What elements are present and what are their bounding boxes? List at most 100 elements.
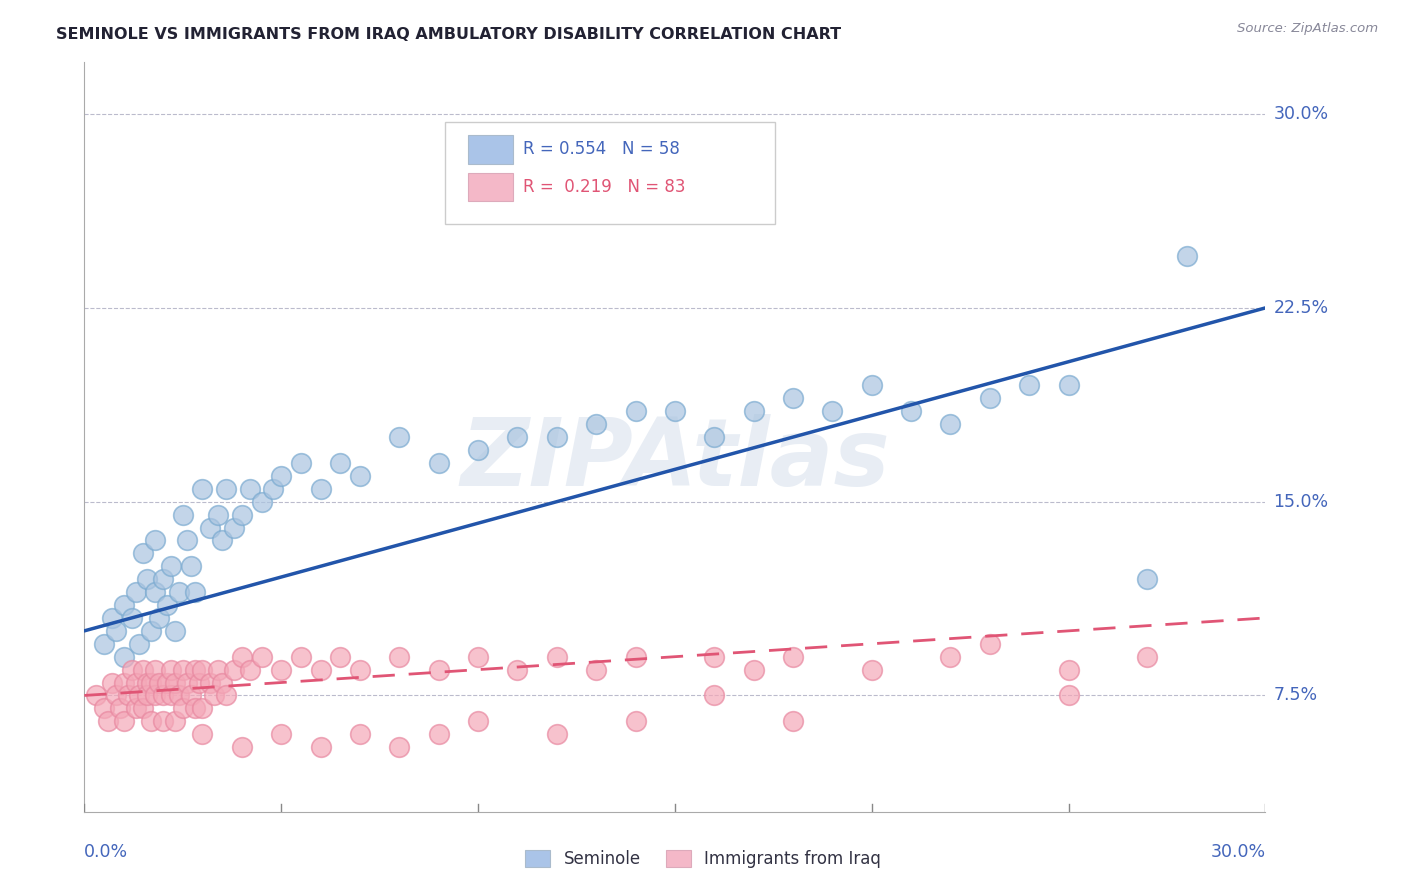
Point bbox=[546, 649, 568, 664]
Point bbox=[290, 456, 312, 470]
Point bbox=[191, 663, 214, 677]
Point bbox=[124, 585, 146, 599]
Text: 30.0%: 30.0% bbox=[1211, 843, 1265, 861]
Point bbox=[160, 559, 183, 574]
Point bbox=[979, 637, 1001, 651]
Point bbox=[172, 701, 194, 715]
Point bbox=[1057, 378, 1080, 392]
Point bbox=[585, 663, 607, 677]
Point bbox=[239, 482, 262, 496]
Point bbox=[93, 701, 115, 715]
Point bbox=[202, 689, 225, 703]
Point bbox=[207, 663, 229, 677]
Point bbox=[270, 727, 292, 741]
Point bbox=[742, 404, 765, 418]
Point bbox=[222, 663, 245, 677]
Point bbox=[782, 714, 804, 729]
Point bbox=[624, 404, 647, 418]
Point bbox=[388, 740, 411, 755]
Point bbox=[163, 624, 186, 638]
Point bbox=[239, 663, 262, 677]
Point bbox=[1057, 689, 1080, 703]
Point bbox=[152, 714, 174, 729]
Point bbox=[703, 689, 725, 703]
Point bbox=[1057, 663, 1080, 677]
Point bbox=[388, 649, 411, 664]
Point bbox=[112, 714, 135, 729]
Point bbox=[207, 508, 229, 522]
Point bbox=[148, 675, 170, 690]
Point bbox=[250, 649, 273, 664]
Point bbox=[132, 546, 155, 560]
Point bbox=[215, 482, 238, 496]
Point bbox=[939, 649, 962, 664]
Point bbox=[128, 689, 150, 703]
Point bbox=[156, 598, 179, 612]
Point bbox=[250, 494, 273, 508]
Point bbox=[141, 714, 163, 729]
Point bbox=[132, 701, 155, 715]
Point bbox=[183, 701, 205, 715]
Point bbox=[148, 611, 170, 625]
Point bbox=[388, 430, 411, 444]
Point bbox=[309, 663, 332, 677]
Text: 15.0%: 15.0% bbox=[1274, 492, 1329, 511]
Point bbox=[900, 404, 922, 418]
Point bbox=[93, 637, 115, 651]
Point bbox=[176, 533, 198, 548]
Point bbox=[160, 689, 183, 703]
Point bbox=[860, 378, 883, 392]
Point bbox=[136, 675, 159, 690]
Point bbox=[180, 689, 202, 703]
Point bbox=[467, 714, 489, 729]
Point bbox=[215, 689, 238, 703]
Point bbox=[167, 689, 190, 703]
Point bbox=[191, 701, 214, 715]
Point bbox=[309, 482, 332, 496]
Point bbox=[132, 663, 155, 677]
Point bbox=[172, 663, 194, 677]
Point bbox=[200, 675, 222, 690]
Point bbox=[160, 663, 183, 677]
Point bbox=[156, 675, 179, 690]
Point bbox=[167, 585, 190, 599]
Point bbox=[782, 392, 804, 406]
Point bbox=[939, 417, 962, 432]
Point bbox=[136, 572, 159, 586]
Point bbox=[112, 598, 135, 612]
Point bbox=[546, 430, 568, 444]
Point bbox=[309, 740, 332, 755]
Point bbox=[101, 675, 124, 690]
Point bbox=[506, 430, 529, 444]
Text: 7.5%: 7.5% bbox=[1274, 687, 1317, 705]
Point bbox=[349, 727, 371, 741]
Point bbox=[143, 533, 166, 548]
Point bbox=[128, 637, 150, 651]
Point bbox=[191, 482, 214, 496]
Point bbox=[141, 624, 163, 638]
Point bbox=[124, 675, 146, 690]
Point bbox=[108, 701, 131, 715]
Point bbox=[703, 430, 725, 444]
Point bbox=[143, 689, 166, 703]
Point bbox=[546, 727, 568, 741]
Point bbox=[187, 675, 209, 690]
Point bbox=[585, 417, 607, 432]
Point bbox=[183, 585, 205, 599]
Point bbox=[176, 675, 198, 690]
Point bbox=[104, 624, 127, 638]
Point bbox=[270, 663, 292, 677]
Point bbox=[290, 649, 312, 664]
Point bbox=[112, 675, 135, 690]
Point bbox=[467, 649, 489, 664]
Text: R =  0.219   N = 83: R = 0.219 N = 83 bbox=[523, 178, 685, 196]
Point bbox=[84, 689, 107, 703]
Point bbox=[231, 740, 253, 755]
Text: R = 0.554   N = 58: R = 0.554 N = 58 bbox=[523, 140, 679, 159]
Point bbox=[152, 689, 174, 703]
Point bbox=[664, 404, 686, 418]
Point bbox=[427, 727, 450, 741]
Point bbox=[467, 442, 489, 457]
Point bbox=[163, 714, 186, 729]
Point bbox=[262, 482, 284, 496]
